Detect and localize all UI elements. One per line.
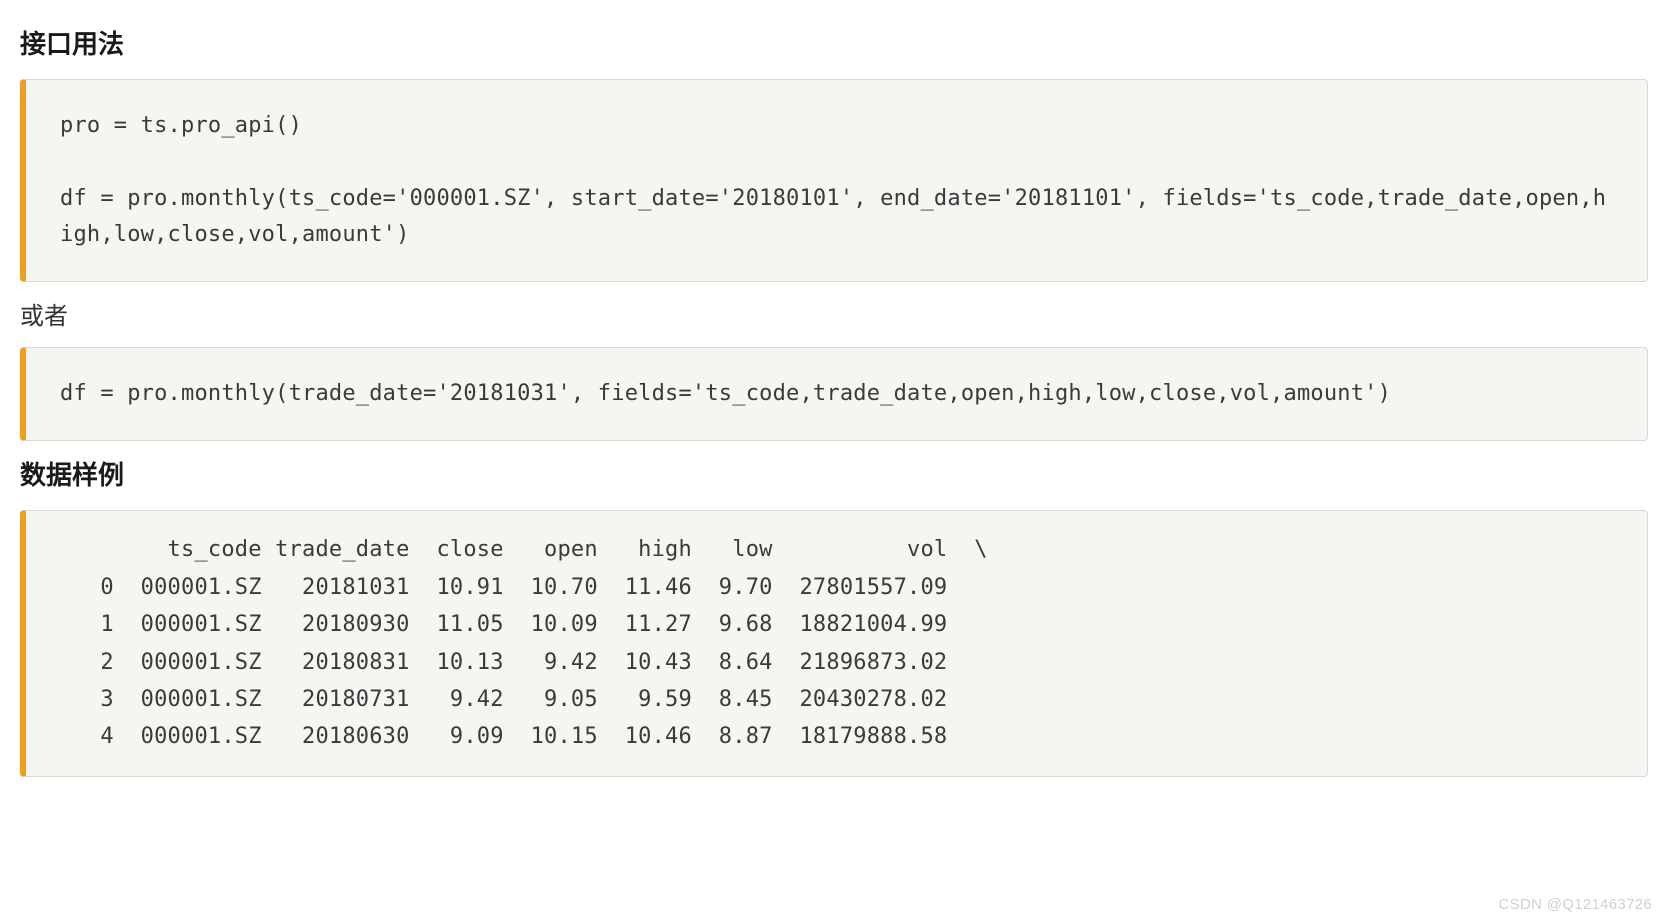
heading-sample: 数据样例 (20, 455, 1648, 492)
data-sample-block: ts_code trade_date close open high low v… (20, 510, 1648, 776)
watermark: CSDN @Q121463726 (1499, 896, 1652, 913)
code-block-2: df = pro.monthly(trade_date='20181031', … (20, 347, 1648, 441)
or-text: 或者 (20, 296, 1648, 331)
heading-usage: 接口用法 (20, 24, 1648, 61)
code-block-1: pro = ts.pro_api() df = pro.monthly(ts_c… (20, 79, 1648, 282)
